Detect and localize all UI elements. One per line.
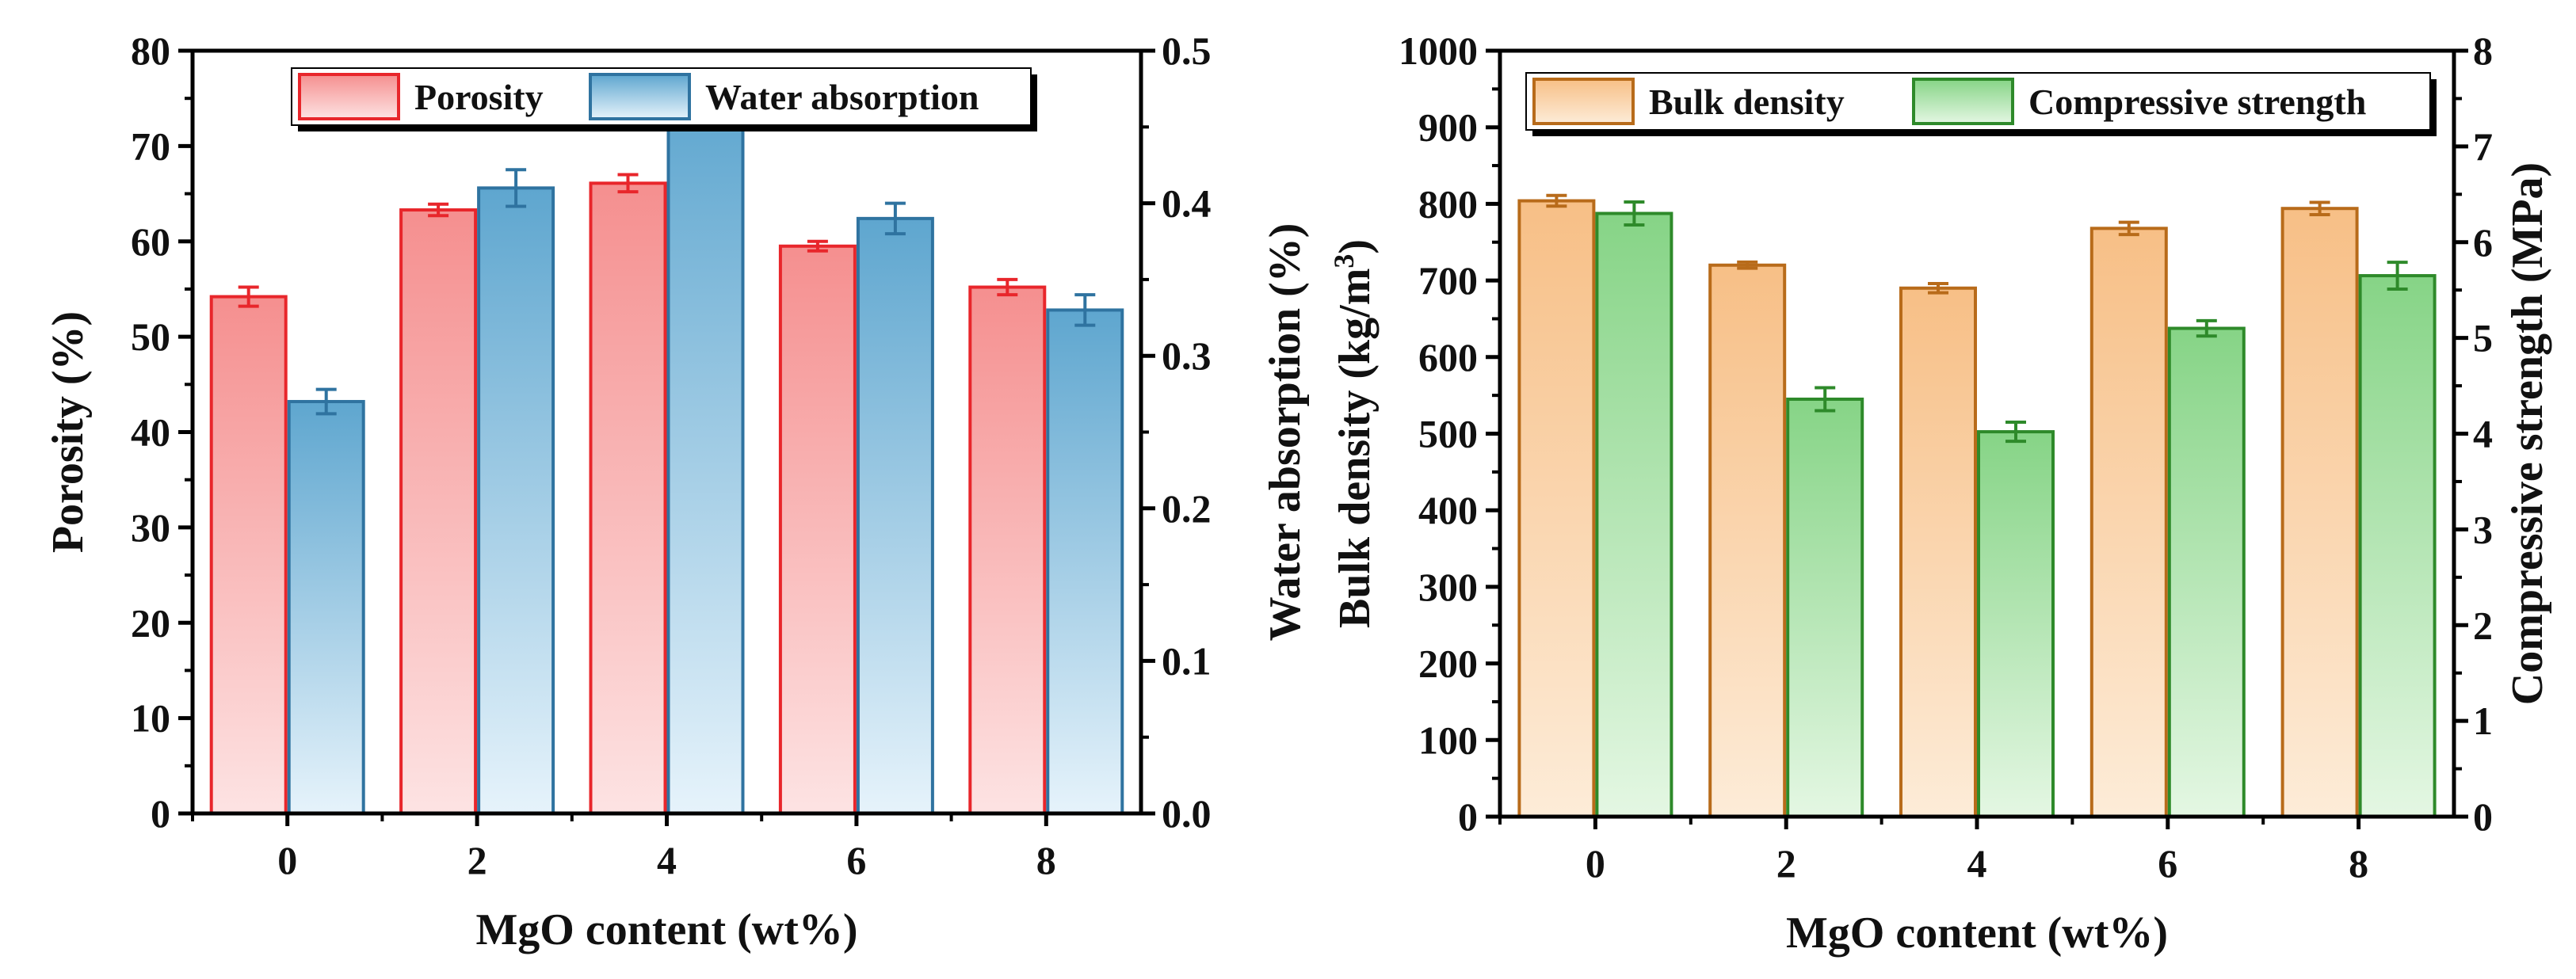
x-tick-label: 0 <box>1586 841 1605 886</box>
left-tick-label: 900 <box>1418 105 1478 150</box>
left-tick-label: 70 <box>131 124 170 168</box>
left-tick-label: 700 <box>1418 258 1478 303</box>
right-tick-label: 0.2 <box>1162 486 1212 531</box>
x-tick-label: 2 <box>1776 841 1796 886</box>
x-tick-label: 2 <box>467 838 487 882</box>
x-tick-label: 6 <box>846 838 866 882</box>
left-tick-label: 300 <box>1418 565 1478 609</box>
x-tick-label: 0 <box>277 838 297 882</box>
bar-bulk-density-8 <box>2280 207 2359 818</box>
right-tick-label: 1 <box>2473 699 2493 743</box>
bar-porosity-0 <box>209 295 288 815</box>
bar-porosity-8 <box>968 285 1047 815</box>
left-y-axis-title-text: Porosity (%) <box>44 311 93 553</box>
bar-porosity-6 <box>778 244 857 815</box>
bar-water-absorption-4 <box>666 94 745 815</box>
left-tick-label: 40 <box>131 410 170 455</box>
right-tick-label: 8 <box>2473 29 2493 73</box>
bar-bulk-density-2 <box>1708 263 1787 818</box>
right-y-axis-title: Compressive strength (MPa) <box>2503 162 2552 705</box>
legend-swatch-compressive-strength <box>1912 78 2014 125</box>
right-tick-label: 2 <box>2473 603 2493 647</box>
left-y-axis-title: Porosity (%) <box>44 311 93 553</box>
bar-compressive-strength-8 <box>2358 274 2437 818</box>
bar-bulk-density-0 <box>1517 199 1596 819</box>
left-tick-label: 1000 <box>1399 29 1478 73</box>
bar-water-absorption-2 <box>477 186 555 815</box>
left-tick-label: 600 <box>1418 335 1478 379</box>
bar-compressive-strength-2 <box>1786 397 1864 818</box>
left-y-axis-title-superscript: 3 <box>1328 254 1360 269</box>
right-tick-label: 0 <box>2473 794 2493 839</box>
legend: Porosity Water absorption <box>291 67 1037 131</box>
left-tick-label: 400 <box>1418 488 1478 532</box>
left-tick-label: 80 <box>131 29 170 73</box>
right-y-axis-title: Water absorption (%) <box>1261 223 1310 642</box>
left-tick-label: 0 <box>151 791 170 836</box>
bar-bulk-density-4 <box>1899 286 1977 818</box>
left-y-axis-title: Bulk density (kg/m3) <box>1328 239 1380 628</box>
bar-porosity-4 <box>589 181 667 816</box>
x-tick-label: 4 <box>1967 841 1987 886</box>
bar-water-absorption-8 <box>1046 308 1124 816</box>
left-tick-label: 200 <box>1418 642 1478 686</box>
bar-porosity-2 <box>399 208 478 815</box>
right-tick-label: 0.0 <box>1162 791 1212 836</box>
legend-label: Water absorption <box>705 77 979 117</box>
legend-label: Compressive strength <box>2028 82 2366 122</box>
legend-label: Bulk density <box>1649 82 1845 122</box>
legend: Bulk density Compressive strength <box>1525 72 2437 136</box>
left-y-axis-title-text: Bulk density (kg/m <box>1330 269 1380 628</box>
x-tick-label: 4 <box>657 838 677 882</box>
right-tick-label: 3 <box>2473 507 2493 551</box>
x-tick-label: 6 <box>2158 841 2177 886</box>
right-tick-label: 0.5 <box>1162 29 1212 73</box>
left-tick-label: 20 <box>131 600 170 645</box>
x-tick-label: 8 <box>1036 838 1056 882</box>
left-tick-label: 60 <box>131 219 170 264</box>
right-tick-label: 0.1 <box>1162 638 1212 683</box>
left-tick-label: 10 <box>131 696 170 741</box>
bar-water-absorption-0 <box>287 399 365 816</box>
legend-swatch-porosity <box>298 73 400 120</box>
legend-swatch-bulk-density <box>1532 78 1635 125</box>
right-tick-label: 5 <box>2473 316 2493 360</box>
x-axis-title: MgO content (wt%) <box>1786 909 2168 958</box>
right-tick-label: 4 <box>2473 412 2493 456</box>
left-tick-label: 800 <box>1418 181 1478 226</box>
porosity-water-absorption-chart: 0 10 20 30 40 50 60 70 80 0.0 0.1 0.2 0.3 0.4 0.5 0 2 4 6 8… <box>44 29 1310 954</box>
left-tick-label: 50 <box>131 314 170 359</box>
bar-compressive-strength-6 <box>2167 326 2246 819</box>
x-axis-title: MgO content (wt%) <box>475 905 857 954</box>
legend-swatch-water-absorption <box>589 73 691 120</box>
bar-bulk-density-6 <box>2089 227 2168 818</box>
left-tick-label: 500 <box>1418 412 1478 456</box>
left-tick-label: 0 <box>1458 794 1478 839</box>
right-tick-label: 0.4 <box>1162 181 1212 226</box>
left-tick-label: 30 <box>131 505 170 550</box>
bar-compressive-strength-0 <box>1595 211 1673 818</box>
right-tick-label: 6 <box>2473 220 2493 265</box>
left-tick-label: 100 <box>1418 718 1478 762</box>
bar-compressive-strength-4 <box>1977 430 2055 819</box>
right-tick-label: 0.3 <box>1162 333 1212 378</box>
right-tick-label: 7 <box>2473 124 2493 169</box>
x-tick-label: 8 <box>2349 841 2368 886</box>
legend-label: Porosity <box>414 77 544 117</box>
bulk-density-compressive-strength-chart: 0 100 200 300 400 500 600 700 800 900 1000 0 1 2 3 4 5 6 7… <box>1328 29 2552 958</box>
left-y-axis-title-end: ) <box>1330 239 1380 254</box>
bar-water-absorption-6 <box>856 216 934 815</box>
